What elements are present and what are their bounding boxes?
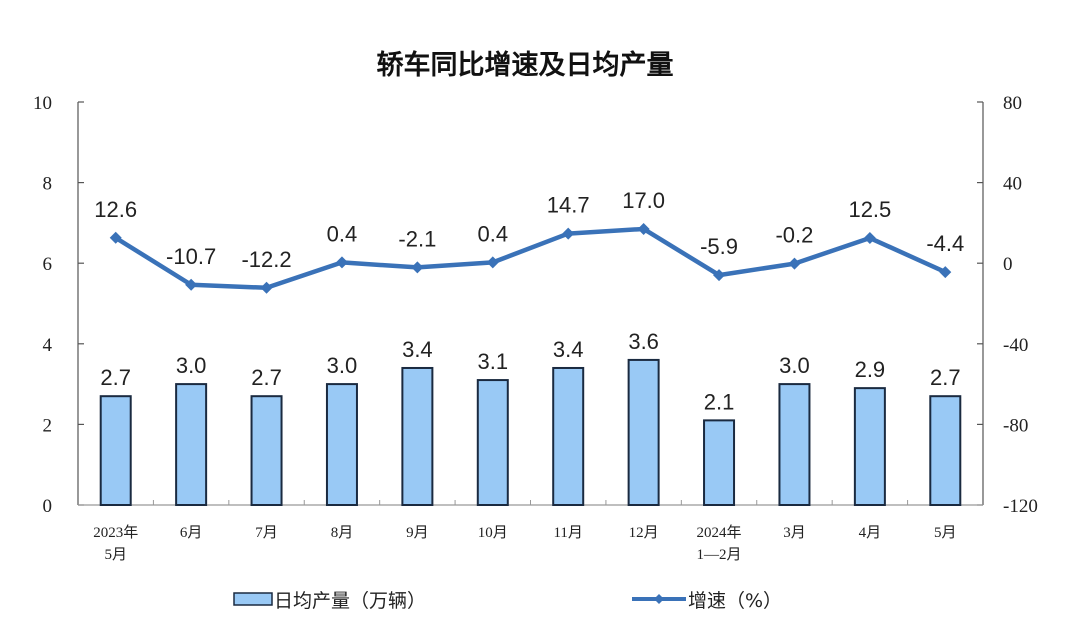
bar-value-label: 3.6 [628,329,659,354]
bar-value-label: 3.4 [402,337,433,362]
left-tick-label: 0 [43,496,53,517]
x-axis-categories: 2023年 5月 6月 7月 8月 9月 10月 11月 12月 2024年 1—2月 3月 4月 5月 [93,524,956,563]
diamond-marker-icon [562,227,575,240]
left-tick-label: 4 [43,335,53,356]
line-series [109,222,952,294]
bar [703,419,736,506]
diamond-marker-icon [863,232,876,245]
x-category-label: 3月 [783,525,806,541]
diamond-marker-icon [788,257,801,270]
right-tick-label: 0 [1003,254,1013,275]
bar [853,387,886,507]
legend: 日均产量（万辆） 增速（%） [233,590,782,612]
left-tick-label: 6 [43,254,53,275]
left-tick-label: 2 [43,415,53,436]
bar-value-label: 2.7 [930,365,961,390]
line-value-label: 12.5 [848,197,891,222]
bar-value-label: 2.9 [855,357,886,382]
bar [401,366,434,507]
x-category-label: 8月 [331,525,354,541]
x-category-label: 5月 [104,547,127,563]
bar-value-label: 3.0 [779,353,810,378]
left-tick-label: 10 [33,93,52,114]
growth-line [114,226,947,291]
bar [929,395,962,506]
legend-bar-swatch [233,592,273,606]
diamond-marker-icon [335,256,348,269]
x-category-label: 1—2月 [697,547,742,563]
bar-value-label: 3.1 [477,349,508,374]
bar-value-label: 3.0 [176,353,207,378]
right-tick-label: -120 [1003,496,1038,517]
x-category-label: 9月 [406,525,429,541]
x-category-label: 2024年 [697,524,742,541]
line-value-label: 0.4 [327,221,358,246]
legend-diamond-marker-icon [654,594,664,604]
diamond-marker-icon [637,222,650,235]
left-tick-label: 8 [43,174,53,195]
diamond-marker-icon [109,231,122,244]
line-value-label: -4.4 [926,231,964,256]
bar-value-label: 2.1 [704,389,735,414]
right-tick-label: 40 [1003,174,1022,195]
bar [778,383,811,507]
x-category-label: 10月 [478,525,508,541]
x-category-label: 6月 [180,525,203,541]
bar [627,358,660,507]
x-category-label: 2023年 [93,524,138,541]
x-category-label: 4月 [859,525,882,541]
bar [175,383,208,507]
bar [250,395,283,506]
diamond-marker-icon [486,256,499,269]
bar [476,379,509,507]
line-value-label: 12.6 [94,197,137,222]
x-category-label: 11月 [553,525,582,541]
line-value-label: -12.2 [241,247,291,272]
line-value-label: 17.0 [622,188,665,213]
right-tick-label: -80 [1003,415,1028,436]
bar [99,395,132,506]
bar [325,383,358,507]
line-value-label: -10.7 [166,244,216,269]
line-value-label: 0.4 [477,221,508,246]
bar-value-label: 2.7 [251,365,282,390]
line-value-label: -5.9 [700,234,738,259]
chart-title: 轿车同比增速及日均产量 [377,49,674,81]
bar-series [99,358,962,507]
legend-line-label: 增速（%） [688,590,782,612]
x-category-label: 7月 [255,525,278,541]
diamond-marker-icon [260,281,273,294]
x-category-label: 12月 [629,525,659,541]
bar-value-label: 3.0 [327,353,358,378]
bar-value-label: 2.7 [100,365,131,390]
diamond-marker-icon [713,269,726,282]
bar [552,366,585,507]
right-tick-label: 80 [1003,93,1022,114]
right-tick-label: -40 [1003,335,1028,356]
diamond-marker-icon [411,261,424,274]
bar-value-label: 3.4 [553,337,584,362]
line-value-label: -2.1 [398,226,436,251]
axes: 0 2 4 6 8 10 -120 -80 -40 0 40 80 [33,93,1038,517]
line-value-label: -0.2 [775,223,813,248]
data-labels: 2.7 3.0 2.7 3.0 3.4 3.1 3.4 3.6 2.1 3.0 2.9 2.7 12.6… [94,188,964,414]
diamond-marker-icon [185,278,198,291]
x-category-label: 5月 [934,525,957,541]
diamond-marker-icon [939,266,952,279]
line-value-label: 14.7 [547,193,590,218]
legend-bar-label: 日均产量（万辆） [274,590,426,612]
